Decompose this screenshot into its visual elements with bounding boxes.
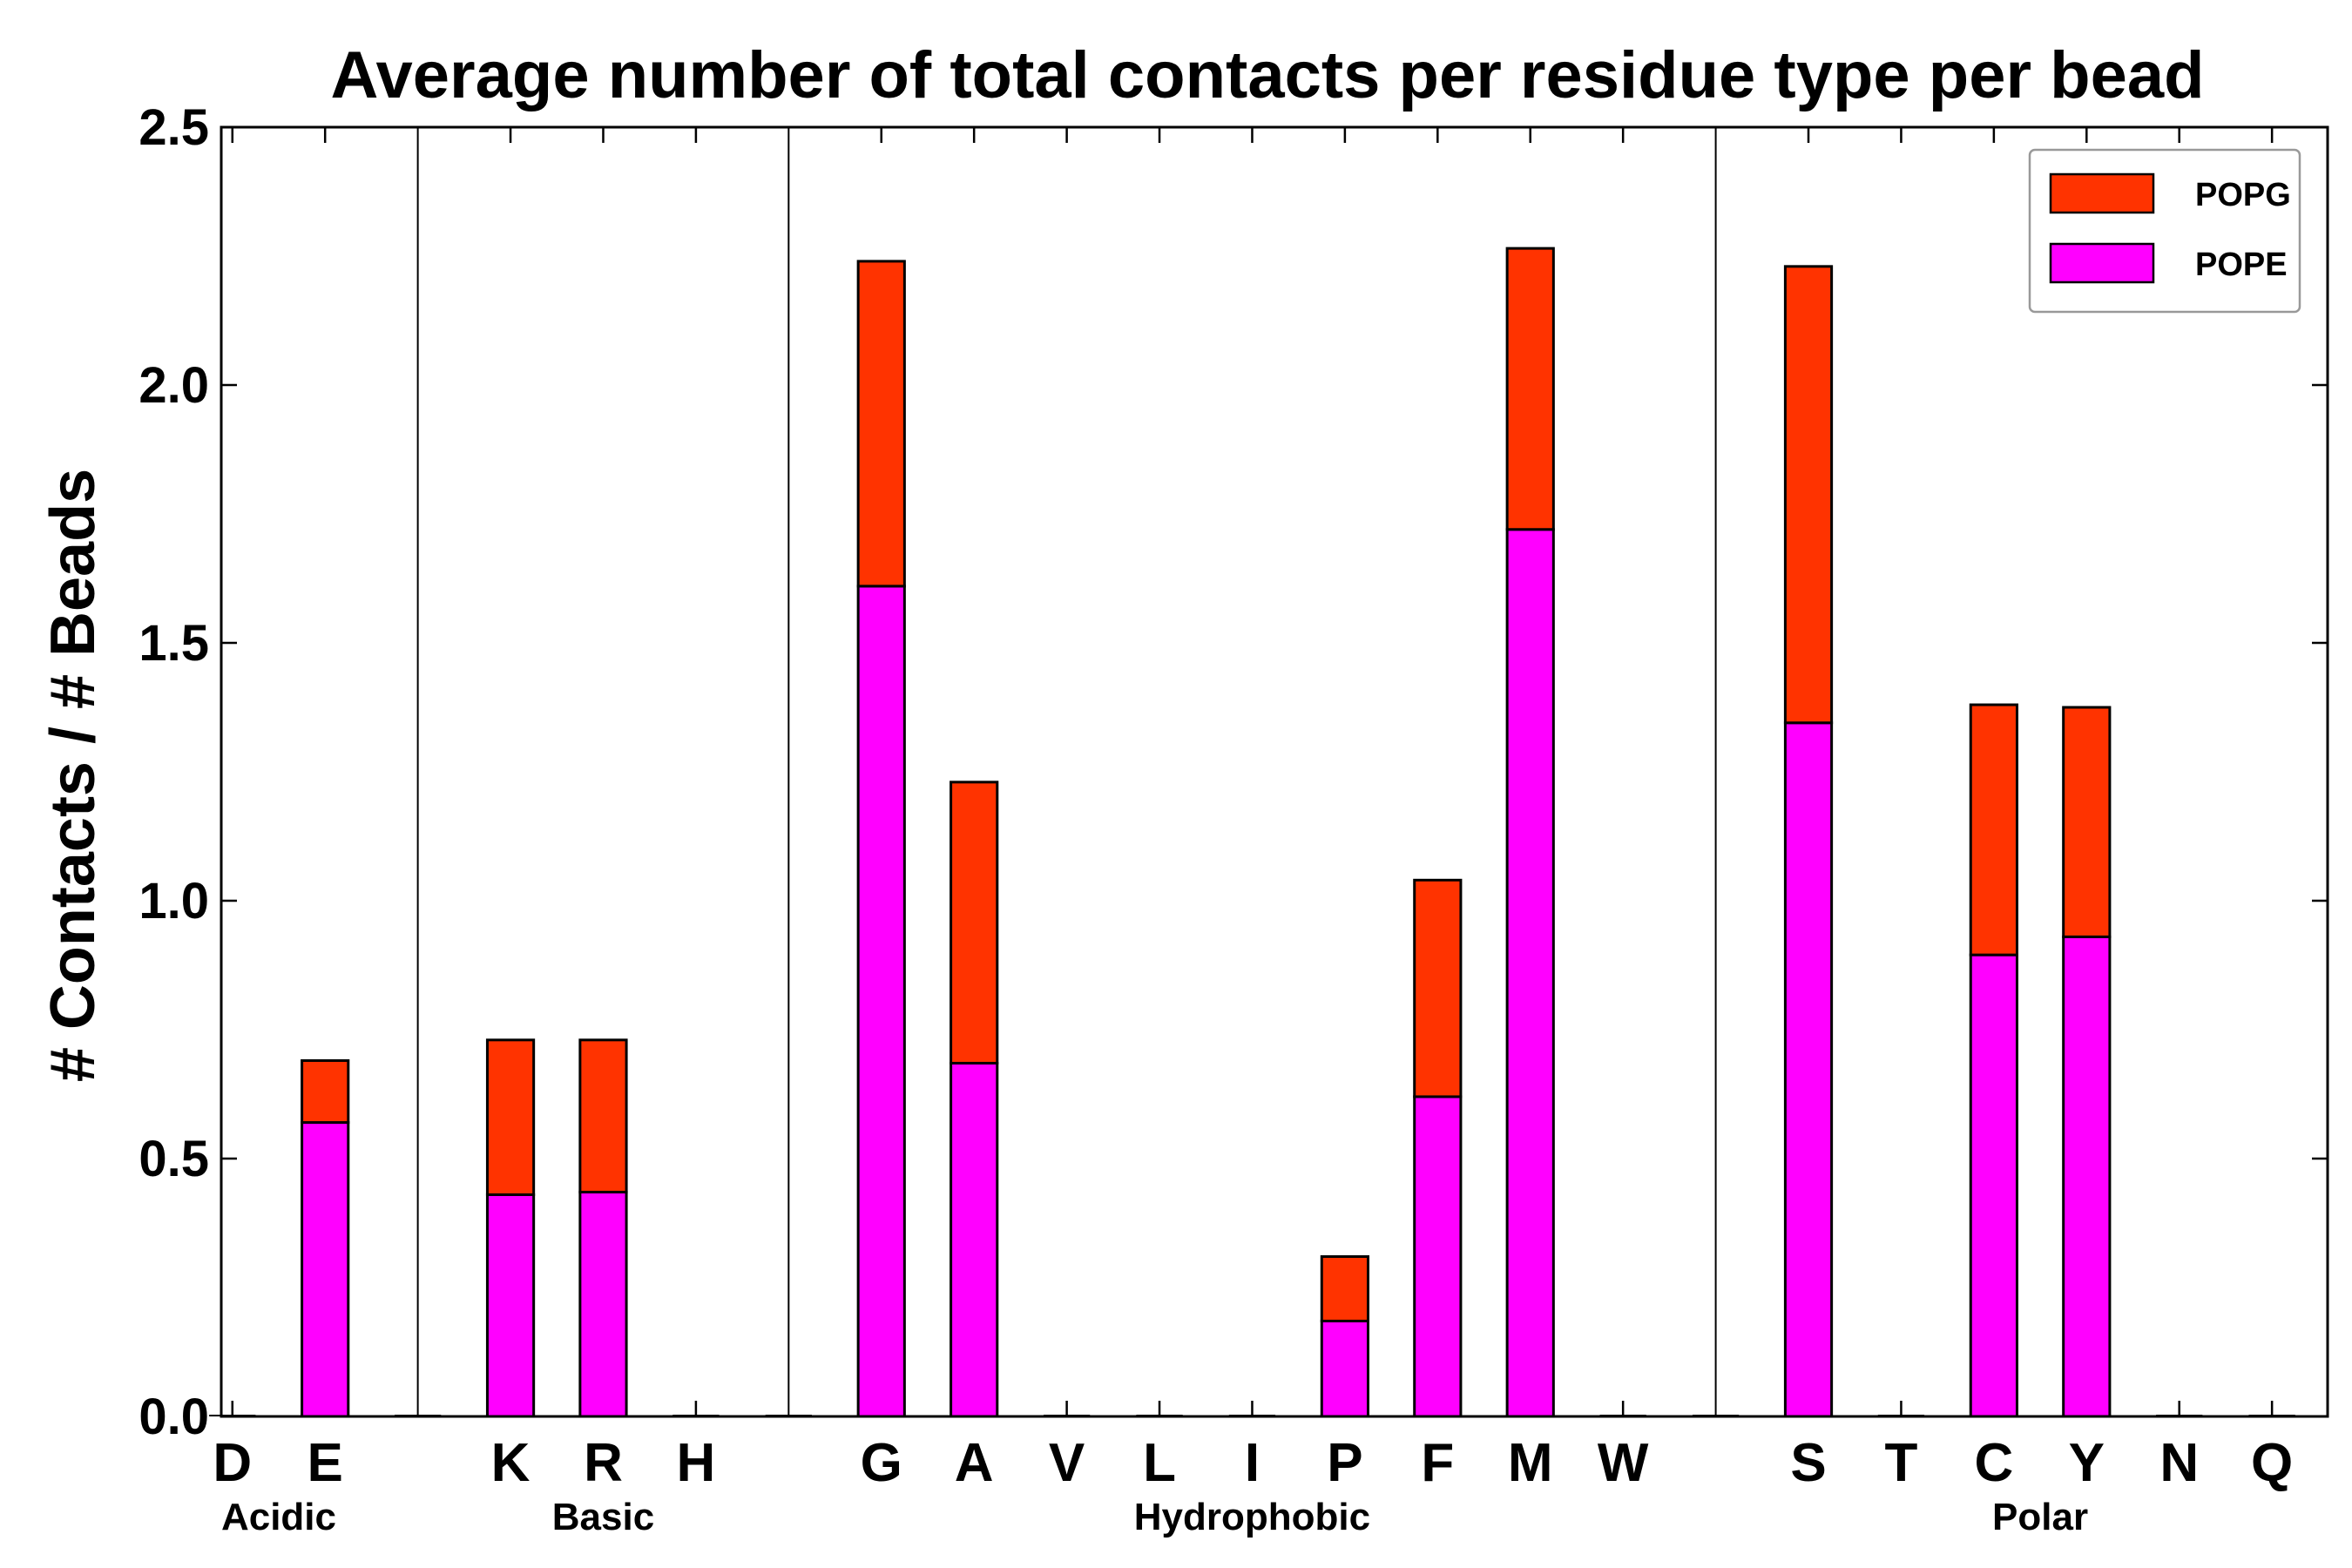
y-tick-label: 0.5 — [139, 1131, 209, 1187]
y-axis-label: # Contacts / # Beads — [38, 469, 108, 1082]
x-tick-label-A: A — [955, 1433, 994, 1493]
x-tick-label-T: T — [1885, 1433, 1918, 1493]
group-label-basic: Basic — [552, 1496, 654, 1538]
bar-popg-K — [485, 1038, 536, 1196]
x-tick-label-F: F — [1421, 1433, 1454, 1493]
bar-popg-G — [856, 260, 906, 588]
x-tick-label-P: P — [1327, 1433, 1362, 1493]
bar-pope-S — [1783, 721, 1834, 1418]
x-tick-label-W: W — [1598, 1433, 1649, 1493]
x-tick-label-R: R — [584, 1433, 623, 1493]
bar-popg-C — [1969, 703, 2018, 956]
bar-pope-P — [1320, 1319, 1369, 1418]
group-label-polar: Polar — [1992, 1496, 2088, 1538]
group-label-acidic: Acidic — [221, 1496, 336, 1538]
bar-popg-Y — [2062, 706, 2112, 938]
x-tick-label-H: H — [677, 1433, 716, 1493]
legend-label-pope: POPE — [2195, 247, 2288, 283]
bar-popg-P — [1320, 1254, 1369, 1322]
x-tick-label-N: N — [2159, 1433, 2199, 1493]
y-tick-label: 2.5 — [139, 99, 209, 156]
bar-pope-A — [950, 1061, 999, 1418]
plot-area-frame — [220, 125, 2329, 1418]
bar-popg-F — [1413, 878, 1463, 1098]
bar-pope-G — [856, 585, 906, 1418]
bar-pope-M — [1505, 528, 1555, 1418]
bar-pope-E — [301, 1121, 350, 1418]
x-tick-label-Q: Q — [2251, 1433, 2293, 1493]
x-tick-label-E: E — [308, 1433, 343, 1493]
x-tick-label-D: D — [213, 1433, 252, 1493]
x-tick-label-S: S — [1790, 1433, 1826, 1493]
x-tick-label-K: K — [491, 1433, 531, 1493]
y-tick-label: 0.0 — [139, 1389, 209, 1445]
x-tick-label-V: V — [1049, 1433, 1085, 1493]
bar-pope-Y — [2062, 935, 2112, 1418]
chart-title: Average number of total contacts per res… — [330, 38, 2204, 112]
bar-popg-E — [301, 1059, 350, 1125]
bar-popg-M — [1505, 247, 1555, 531]
bar-popg-R — [578, 1038, 628, 1193]
bar-pope-C — [1969, 953, 2018, 1418]
x-tick-label-I: I — [1245, 1433, 1260, 1493]
x-tick-label-L: L — [1143, 1433, 1176, 1493]
y-tick-label: 1.0 — [139, 873, 209, 929]
legend-label-popg: POPG — [2195, 177, 2291, 213]
bar-pope-R — [578, 1190, 628, 1418]
bar-pope-F — [1413, 1095, 1463, 1418]
legend-swatch-pope — [2049, 242, 2155, 284]
x-tick-label-M: M — [1508, 1433, 1553, 1493]
x-tick-label-G: G — [861, 1433, 902, 1493]
bar-popg-A — [950, 781, 999, 1064]
x-tick-label-Y: Y — [2069, 1433, 2105, 1493]
y-tick-label: 1.5 — [139, 615, 209, 672]
x-tick-label-C: C — [1974, 1433, 2013, 1493]
group-label-hydrophobic: Hydrophobic — [1134, 1496, 1370, 1538]
legend-swatch-popg — [2049, 172, 2155, 214]
bar-popg-S — [1783, 265, 1834, 725]
bar-pope-K — [485, 1193, 536, 1418]
y-tick-label: 2.0 — [139, 357, 209, 414]
